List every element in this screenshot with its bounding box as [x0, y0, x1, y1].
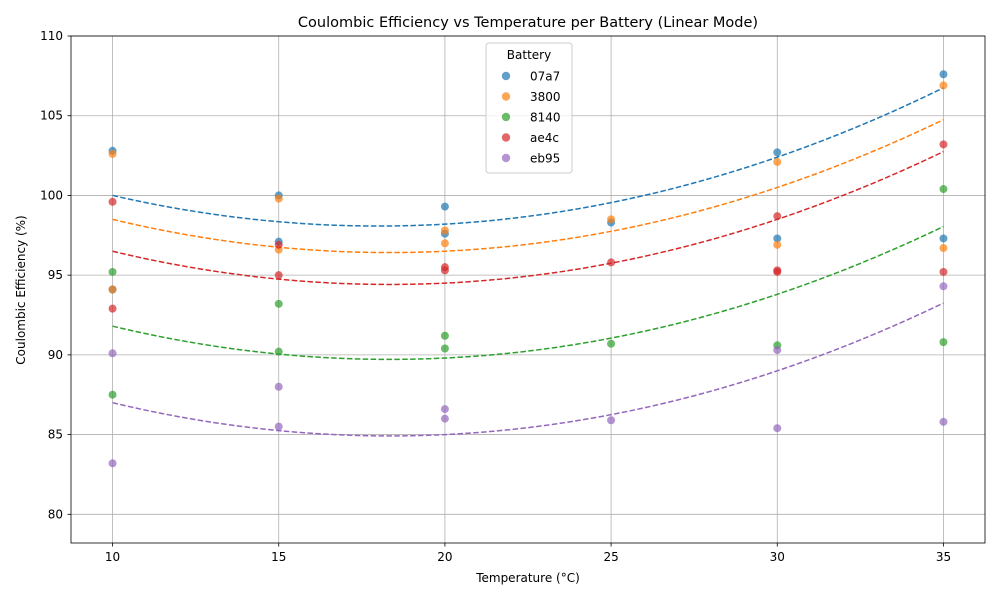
- data-point-8140: [440, 344, 449, 353]
- y-tick-label: 95: [48, 268, 63, 282]
- data-point-3800: [773, 157, 782, 166]
- data-point-ae4c: [607, 258, 616, 267]
- data-point-eb95: [274, 422, 283, 431]
- trend-line-ae4c: [112, 150, 944, 286]
- data-point-eb95: [108, 459, 117, 468]
- data-point-eb95: [274, 382, 283, 391]
- data-point-07a7: [939, 70, 948, 79]
- legend-marker-07a7: [501, 71, 511, 81]
- data-point-3800: [773, 240, 782, 249]
- legend-label-ae4c: ae4c: [530, 131, 559, 145]
- y-tick-label: 110: [40, 29, 63, 43]
- data-point-ae4c: [108, 304, 117, 313]
- legend-label-eb95: eb95: [530, 152, 560, 166]
- data-point-ae4c: [939, 267, 948, 276]
- data-point-3800: [939, 244, 948, 253]
- data-point-07a7: [440, 202, 449, 211]
- y-tick-label: 105: [40, 109, 63, 123]
- grid: [71, 35, 985, 543]
- data-point-ae4c: [939, 140, 948, 149]
- x-tick-label: 10: [105, 550, 120, 564]
- data-point-07a7: [939, 234, 948, 243]
- data-point-eb95: [607, 416, 616, 425]
- data-point-eb95: [108, 349, 117, 358]
- data-point-3800: [440, 239, 449, 248]
- data-point-8140: [939, 338, 948, 347]
- legend-marker-eb95: [501, 153, 511, 163]
- data-point-ae4c: [274, 271, 283, 280]
- data-point-8140: [274, 347, 283, 356]
- data-point-ae4c: [773, 267, 782, 276]
- data-point-8140: [939, 185, 948, 194]
- trend-line-eb95: [112, 302, 944, 437]
- y-axis-label: Coulombic Efficiency (%): [14, 215, 28, 364]
- data-point-3800: [108, 285, 117, 294]
- data-point-3800: [939, 81, 948, 90]
- legend-label-07a7: 07a7: [530, 70, 560, 84]
- legend-marker-3800: [501, 92, 511, 101]
- data-point-07a7: [773, 234, 782, 243]
- data-point-8140: [274, 299, 283, 308]
- data-point-3800: [108, 149, 117, 158]
- y-tick-label: 80: [48, 507, 63, 521]
- legend-marker-ae4c: [501, 133, 511, 142]
- data-point-07a7: [773, 148, 782, 157]
- chart-title: Coulombic Efficiency vs Temperature per …: [298, 15, 758, 31]
- data-point-3800: [440, 226, 449, 235]
- data-point-3800: [274, 194, 283, 203]
- y-axis-ticks: 80 85 90 95 100 105 110: [40, 29, 71, 521]
- data-point-8140: [108, 267, 117, 276]
- data-point-8140: [607, 339, 616, 348]
- data-point-8140: [108, 390, 117, 399]
- x-tick-label: 20: [437, 550, 452, 564]
- data-point-eb95: [939, 282, 948, 291]
- x-tick-label: 35: [936, 550, 951, 564]
- legend-label-3800: 3800: [530, 90, 561, 104]
- x-axis-label: Temperature (°C): [475, 571, 580, 585]
- y-tick-label: 85: [48, 428, 63, 442]
- data-point-eb95: [440, 414, 449, 423]
- data-point-eb95: [440, 405, 449, 414]
- scatter-points: [108, 70, 948, 468]
- y-tick-label: 100: [40, 188, 63, 202]
- data-point-ae4c: [108, 197, 117, 206]
- plot-frame: [70, 35, 986, 544]
- data-point-3800: [607, 215, 616, 224]
- legend: Battery 07a7 3800 8140 ae4c eb95: [485, 42, 573, 174]
- trend-line-8140: [112, 225, 944, 361]
- data-point-ae4c: [773, 212, 782, 221]
- trend-line-3800: [112, 119, 944, 254]
- data-point-eb95: [773, 424, 782, 433]
- y-tick-label: 90: [48, 348, 63, 362]
- x-tick-label: 30: [770, 550, 785, 564]
- data-point-ae4c: [274, 240, 283, 249]
- x-axis-ticks: 10 15 20 25 30 35: [105, 543, 951, 564]
- legend-marker-8140: [501, 112, 511, 122]
- legend-label-8140: 8140: [530, 111, 561, 125]
- trend-line-07a7: [112, 87, 944, 227]
- trend-lines: [112, 87, 944, 437]
- x-tick-label: 25: [603, 550, 618, 564]
- data-point-8140: [440, 331, 449, 340]
- data-point-ae4c: [440, 266, 449, 275]
- data-point-eb95: [773, 346, 782, 355]
- data-point-eb95: [939, 417, 948, 426]
- legend-title: Battery: [507, 48, 551, 62]
- x-tick-label: 15: [271, 550, 286, 564]
